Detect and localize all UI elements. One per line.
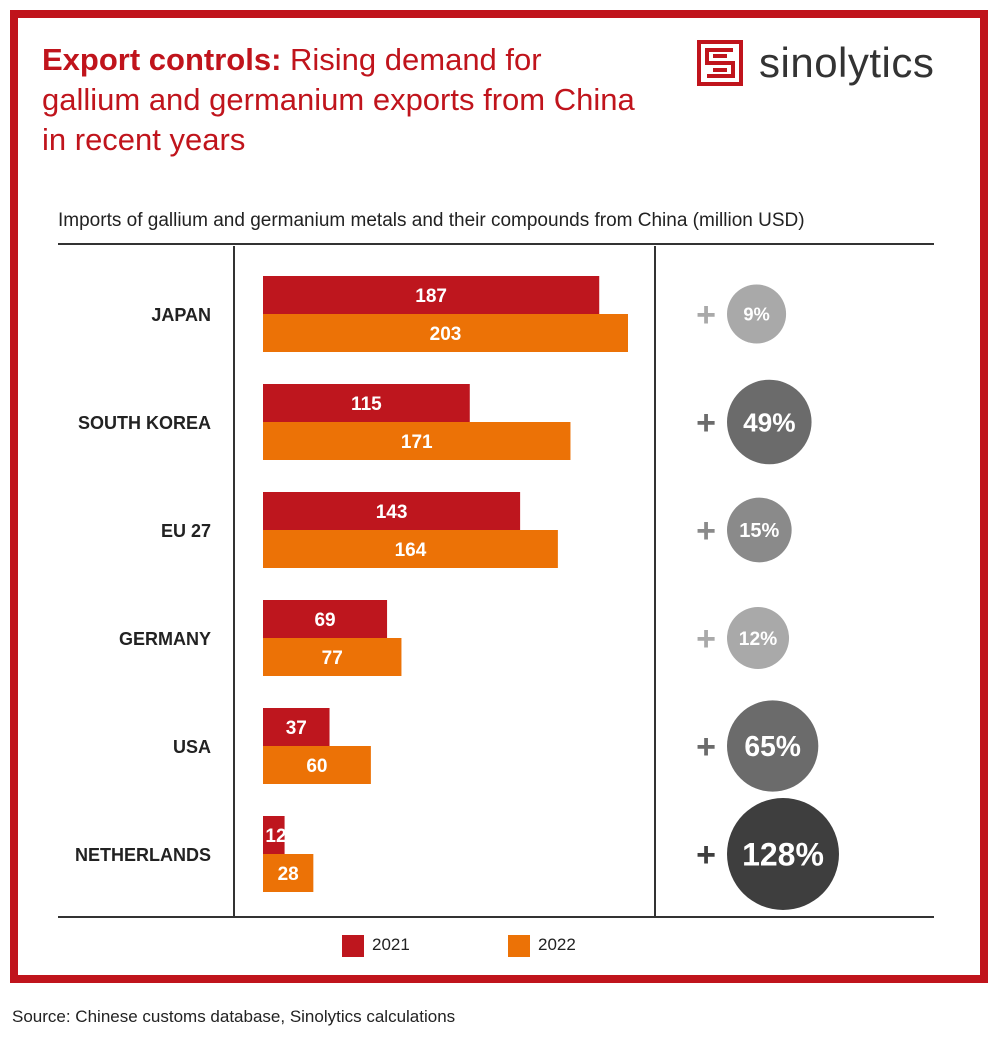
source-note: Source: Chinese customs database, Sinoly… (12, 1007, 456, 1026)
bar-label-japan-2021: 187 (415, 286, 447, 307)
bar-eu-27-2021 (263, 492, 521, 530)
bottom-rule (58, 916, 934, 918)
bar-south-korea-2021 (263, 384, 470, 422)
bar-label-germany-2021: 69 (314, 610, 335, 631)
growth-bubble-usa (727, 700, 819, 792)
growth-plus-south-korea: + (696, 404, 716, 442)
bar-usa-2022 (263, 746, 371, 784)
legend-swatch-2021 (342, 935, 364, 957)
bar-netherlands-2022 (263, 854, 314, 892)
growth-label-netherlands: 128% (742, 837, 824, 873)
growth-plus-eu-27: + (696, 512, 716, 550)
category-label-netherlands: NETHERLANDS (75, 845, 211, 865)
bar-label-eu-27-2021: 143 (376, 502, 408, 523)
title-bold: Export controls: (42, 42, 282, 77)
bar-label-netherlands-2021: 12 (265, 826, 286, 847)
growth-divider (654, 246, 656, 917)
growth-plus-usa: + (696, 728, 716, 766)
growth-plus-germany: + (696, 620, 716, 658)
chart-subtitle: Imports of gallium and germanium metals … (58, 210, 805, 231)
growth-bubble-japan (727, 284, 787, 344)
growth-label-usa: 65% (744, 730, 801, 762)
chart-title: Export controls: Rising demand for galli… (42, 40, 642, 160)
sinolytics-logo: sinolytics (697, 39, 967, 90)
growth-label-japan: 9% (743, 304, 769, 325)
category-label-japan: JAPAN (151, 305, 211, 325)
growth-label-south-korea: 49% (743, 407, 795, 437)
category-label-south-korea: SOUTH KOREA (78, 413, 211, 433)
title-rest: Rising demand for gallium and germanium … (42, 42, 635, 157)
bar-label-south-korea-2021: 115 (351, 394, 382, 415)
growth-bubble-netherlands (727, 798, 839, 910)
bar-south-korea-2022 (263, 422, 571, 460)
growth-label-eu-27: 15% (739, 520, 779, 542)
growth-bubble-south-korea (727, 379, 812, 465)
bar-label-japan-2022: 203 (430, 324, 462, 345)
bar-netherlands-2021 (263, 816, 285, 854)
bar-usa-2021 (263, 708, 330, 746)
growth-bubble-germany (727, 606, 790, 670)
bar-label-eu-27-2022: 164 (395, 540, 427, 561)
legend-swatch-2022 (508, 935, 530, 957)
bar-label-usa-2022: 60 (306, 756, 327, 777)
bar-japan-2022 (263, 314, 628, 352)
bar-germany-2022 (263, 638, 402, 676)
bar-japan-2021 (263, 276, 600, 314)
axis-line (233, 246, 235, 917)
growth-plus-japan: + (696, 296, 716, 334)
growth-label-germany: 12% (739, 629, 777, 650)
category-label-germany: GERMANY (119, 629, 211, 649)
sinolytics-logo-icon (697, 40, 743, 86)
bar-label-netherlands-2022: 28 (278, 864, 299, 885)
growth-bubble-eu-27 (727, 497, 792, 563)
bar-label-south-korea-2022: 171 (401, 432, 433, 453)
top-rule (58, 243, 934, 245)
bar-label-germany-2022: 77 (322, 648, 343, 669)
legend-label-2022: 2022 (538, 935, 576, 954)
growth-plus-netherlands: + (696, 836, 716, 874)
logo-text: sinolytics (759, 39, 935, 86)
legend-label-2021: 2021 (372, 935, 410, 954)
bar-germany-2021 (263, 600, 388, 638)
category-label-eu-27: EU 27 (161, 521, 211, 541)
category-label-usa: USA (173, 737, 211, 757)
bar-label-usa-2021: 37 (286, 718, 307, 739)
bar-eu-27-2022 (263, 530, 558, 568)
